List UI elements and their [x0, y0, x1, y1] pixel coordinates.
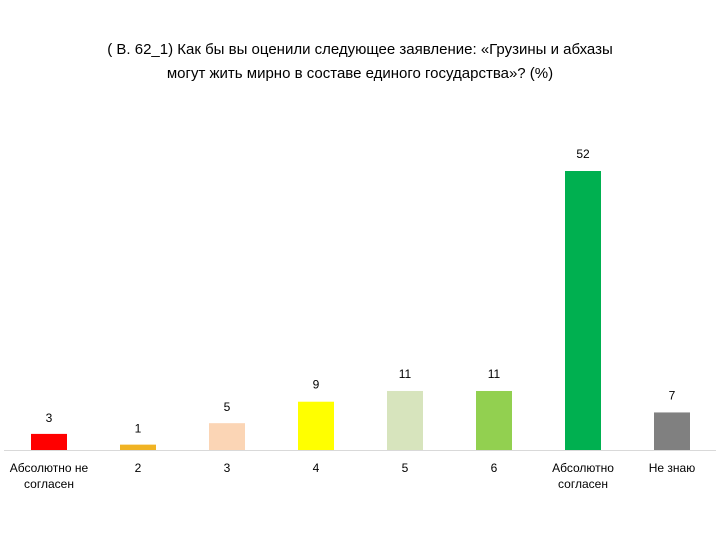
data-label-6: 11 — [488, 367, 501, 381]
category-label-4: 4 — [313, 461, 320, 475]
category-label-8: Не знаю — [649, 461, 695, 475]
category-label-2: 2 — [135, 461, 142, 475]
chart-title-line-2: могут жить мирно в составе единого госуд… — [166, 65, 554, 82]
bar-6 — [476, 390, 512, 450]
chart-title-line-1: ( В. 62_1) Как бы вы оценили следующее з… — [107, 41, 613, 58]
data-label-7: 52 — [576, 147, 590, 161]
bar-7 — [565, 171, 601, 450]
bar-2 — [120, 444, 156, 450]
category-label-1-line-2: согласен — [24, 477, 74, 491]
category-label-5: 5 — [402, 461, 409, 475]
category-label-7-line-1: Абсолютно — [552, 461, 614, 475]
bar-8 — [654, 412, 690, 450]
data-label-2: 1 — [135, 422, 142, 436]
bar-4 — [298, 401, 334, 450]
category-label-6: 6 — [491, 461, 498, 475]
category-label-7-line-2: согласен — [558, 477, 608, 491]
data-label-8: 7 — [669, 388, 676, 402]
category-label-3: 3 — [224, 461, 231, 475]
bar-5 — [387, 390, 423, 450]
data-label-3: 5 — [224, 400, 231, 414]
bar-1 — [31, 433, 67, 450]
data-label-5: 11 — [399, 367, 412, 381]
chart-title: ( В. 62_1) Как бы вы оценили следующее з… — [40, 38, 680, 86]
data-label-4: 9 — [313, 378, 320, 392]
category-label-1-line-1: Абсолютно не — [10, 461, 89, 475]
bar-3 — [209, 423, 245, 450]
data-label-1: 3 — [46, 411, 53, 425]
